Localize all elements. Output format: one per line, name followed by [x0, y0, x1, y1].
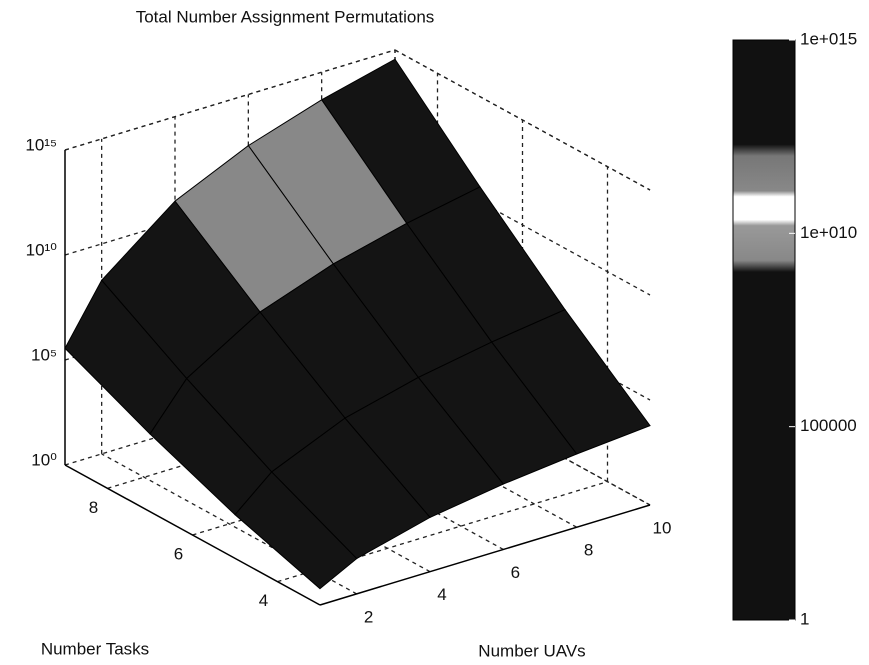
- x-tick-label: 6: [511, 563, 520, 582]
- colorbar-tick-label: 100000: [800, 416, 857, 435]
- chart-title: Total Number Assignment Permutations: [136, 7, 435, 26]
- z-tick-label: 10¹⁰: [26, 240, 58, 259]
- colorbar-tick-label: 1e+015: [800, 29, 857, 48]
- x-tick-label: 2: [364, 607, 373, 626]
- grid-line: [107, 387, 438, 489]
- x-tick-label: 8: [584, 541, 593, 560]
- y-tick-label: 8: [89, 498, 98, 517]
- colorbar-tick-label: 1e+010: [800, 223, 857, 242]
- x-axis-label: Number UAVs: [478, 641, 585, 660]
- colorbar: [732, 39, 796, 621]
- y-axis-label: Number Tasks: [41, 639, 149, 658]
- y-tick-label: 4: [259, 591, 268, 610]
- surface-patch: [234, 471, 358, 590]
- grid-line: [64, 364, 396, 466]
- x-tick-label: 10: [653, 518, 672, 537]
- colorbar-tick-label: 1: [800, 609, 809, 628]
- z-tick-label: 10⁰: [31, 450, 57, 469]
- axis-line: [64, 464, 321, 606]
- z-tick-label: 10⁵: [31, 345, 57, 364]
- x-tick-label: 4: [437, 585, 446, 604]
- z-tick-label: 10¹⁵: [25, 135, 57, 154]
- grid-line: [64, 154, 396, 256]
- axis-line: [319, 504, 651, 606]
- y-tick-label: 6: [174, 544, 183, 563]
- grid-line: [64, 49, 396, 151]
